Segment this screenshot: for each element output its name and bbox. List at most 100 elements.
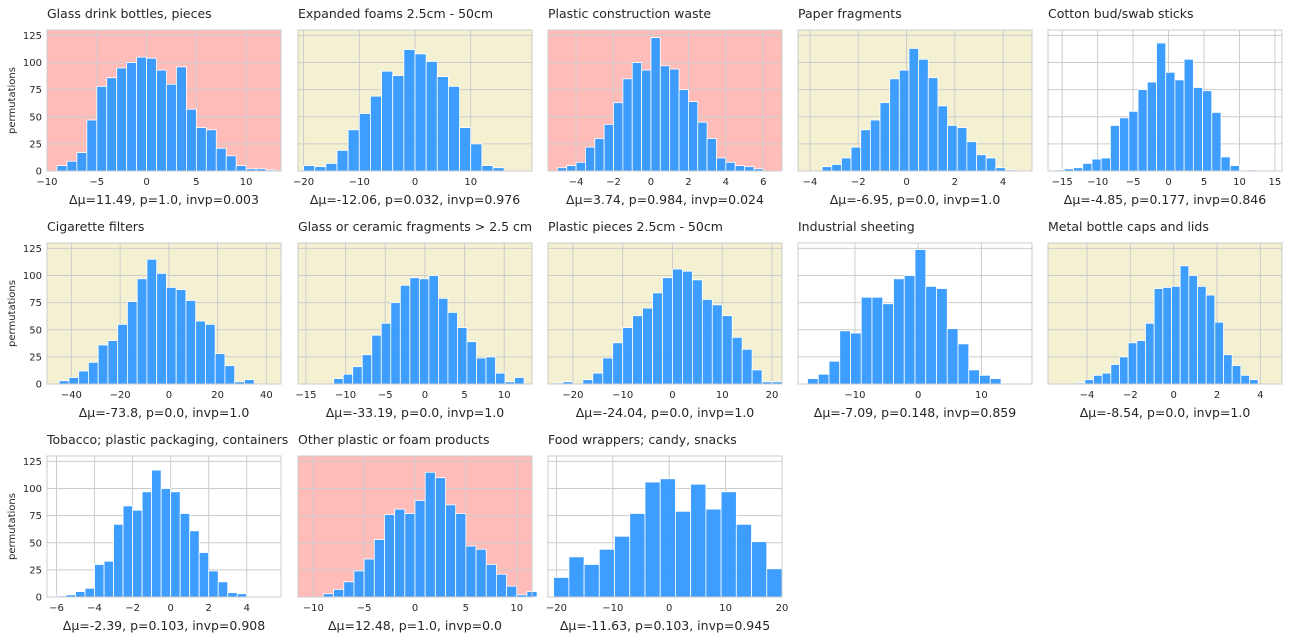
histogram-bar [370,95,382,172]
histogram-panel: −10 −5 0 5 100255075100125permutationsGlass … [7,6,282,207]
x-tick-label: 0 [666,603,672,614]
x-axis-label: Δμ=-4.85, p=0.177, invp=0.846 [1064,192,1266,207]
x-tick-label: 0 [915,390,921,401]
histogram-bar [170,491,181,598]
histogram-bar [399,284,411,385]
histogram-bar [414,500,426,598]
histogram-bar [652,292,663,385]
histogram-bar [414,53,427,172]
x-axis-label: Δμ=-33.19, p=0.0, invp=1.0 [326,405,505,420]
histogram-bar [1192,87,1203,172]
histogram-bar [831,164,842,172]
x-tick-label: 10 [1233,177,1246,188]
histogram-bar [860,129,871,172]
histogram-bar [632,315,643,385]
histogram-bar [1084,379,1094,385]
histogram-bar [455,513,467,598]
histogram-bar [495,372,506,385]
histogram-bar [485,356,496,385]
histogram-bar [582,379,594,385]
histogram-bar [445,504,457,598]
histogram-bar [1214,321,1224,385]
histogram-bar [716,157,727,172]
x-axis-label: Δμ=-12.06, p=0.032, invp=0.976 [310,192,520,207]
histogram-bar [925,285,937,385]
x-tick-label: 5 [461,390,467,401]
histogram-bar [94,564,105,598]
histogram-bar [889,78,900,172]
x-axis-label: Δμ=-73.8, p=0.0, invp=1.0 [79,405,250,420]
histogram-bar [136,56,147,172]
histogram-bar [946,328,959,385]
y-tick-label: 0 [36,593,42,604]
histogram-bar [1165,71,1176,172]
histogram-panel: −15 −10 −5 0 5 10 Glass or ceramic fragments >… [295,219,533,420]
x-tick-label: −4 [569,177,584,188]
chart-title: Tobacco; plastic packaging, containers [46,432,288,447]
y-tick-label: 50 [29,325,42,336]
histogram-bar [195,127,207,172]
histogram-bar [641,69,652,172]
plot-frame [547,455,783,598]
histogram-bar [126,62,138,172]
plot-frame [46,29,282,172]
histogram-bar [352,366,363,385]
histogram-bar [1136,340,1146,385]
histogram-bar [84,587,95,598]
histogram-bar [631,62,642,172]
histogram-bar [1183,58,1194,172]
histogram-bar [1101,372,1112,385]
histogram-bar [879,102,891,172]
histogram-bar [1127,342,1138,385]
y-tick-label: 75 [29,511,42,522]
histogram-bar [353,570,365,598]
histogram-bar [1145,322,1155,385]
histogram-bar [113,523,124,598]
histogram-bar [1171,285,1181,385]
x-tick-label: −10 [36,177,57,188]
histogram-panel: −10 0 10 Industrial sheeting Δμ=-7.09, p=0.1… [797,219,1033,420]
x-tick-label: −4 [87,603,102,614]
histogram-bar [659,478,676,598]
histogram-bar [672,268,683,385]
x-tick-label: −10 [602,603,623,614]
histogram-bar [1188,275,1198,385]
histogram-bar [506,585,518,598]
histogram-bar [688,101,699,172]
histogram-bar [86,119,98,172]
histogram-bar [968,369,980,385]
y-tick-label: 100 [23,484,42,495]
x-tick-label: −2 [851,177,866,188]
histogram-bar [390,302,401,385]
histogram-panel: −40 −20 0 20 40 0 25 50 75 100 125 permutations Ciga… [7,219,282,420]
histogram-bar [566,165,577,172]
histogram-bar [343,581,355,598]
histogram-panel: −20 −10 0 10 Expanded foams 2.5cm - 50cm Δμ=-… [293,6,533,207]
histogram-bar [217,581,229,598]
histogram-panel: −15 −10 −5 0 5 10 15 Cotton bud/swab sticks Δμ=-… [1047,6,1283,207]
x-tick-label: 4 [244,603,250,614]
x-tick-label: 10 [716,390,729,401]
histogram-bar [97,344,109,385]
histogram-bar [166,83,177,172]
histogram-bar [613,102,624,172]
histogram-bar [325,163,338,172]
histogram-bar [176,66,187,172]
y-tick-label: 75 [29,85,42,96]
histogram-bar [1119,356,1129,385]
histogram-bar [1223,354,1233,385]
histogram-bar [1153,288,1164,385]
histogram-bar [1205,294,1216,385]
x-tick-label: 0 [412,603,418,614]
histogram-bar [622,327,634,385]
histogram-bar [690,483,707,598]
histogram-bar [821,166,833,172]
histogram-bar [598,548,615,598]
histogram-bar [485,564,497,598]
histogram-bar [314,166,327,172]
histogram-bar [146,57,157,172]
chart-title: Glass drink bottles, pieces [47,6,212,21]
x-tick-label: −15 [1052,177,1073,188]
chart-title: Paper fragments [798,6,902,21]
